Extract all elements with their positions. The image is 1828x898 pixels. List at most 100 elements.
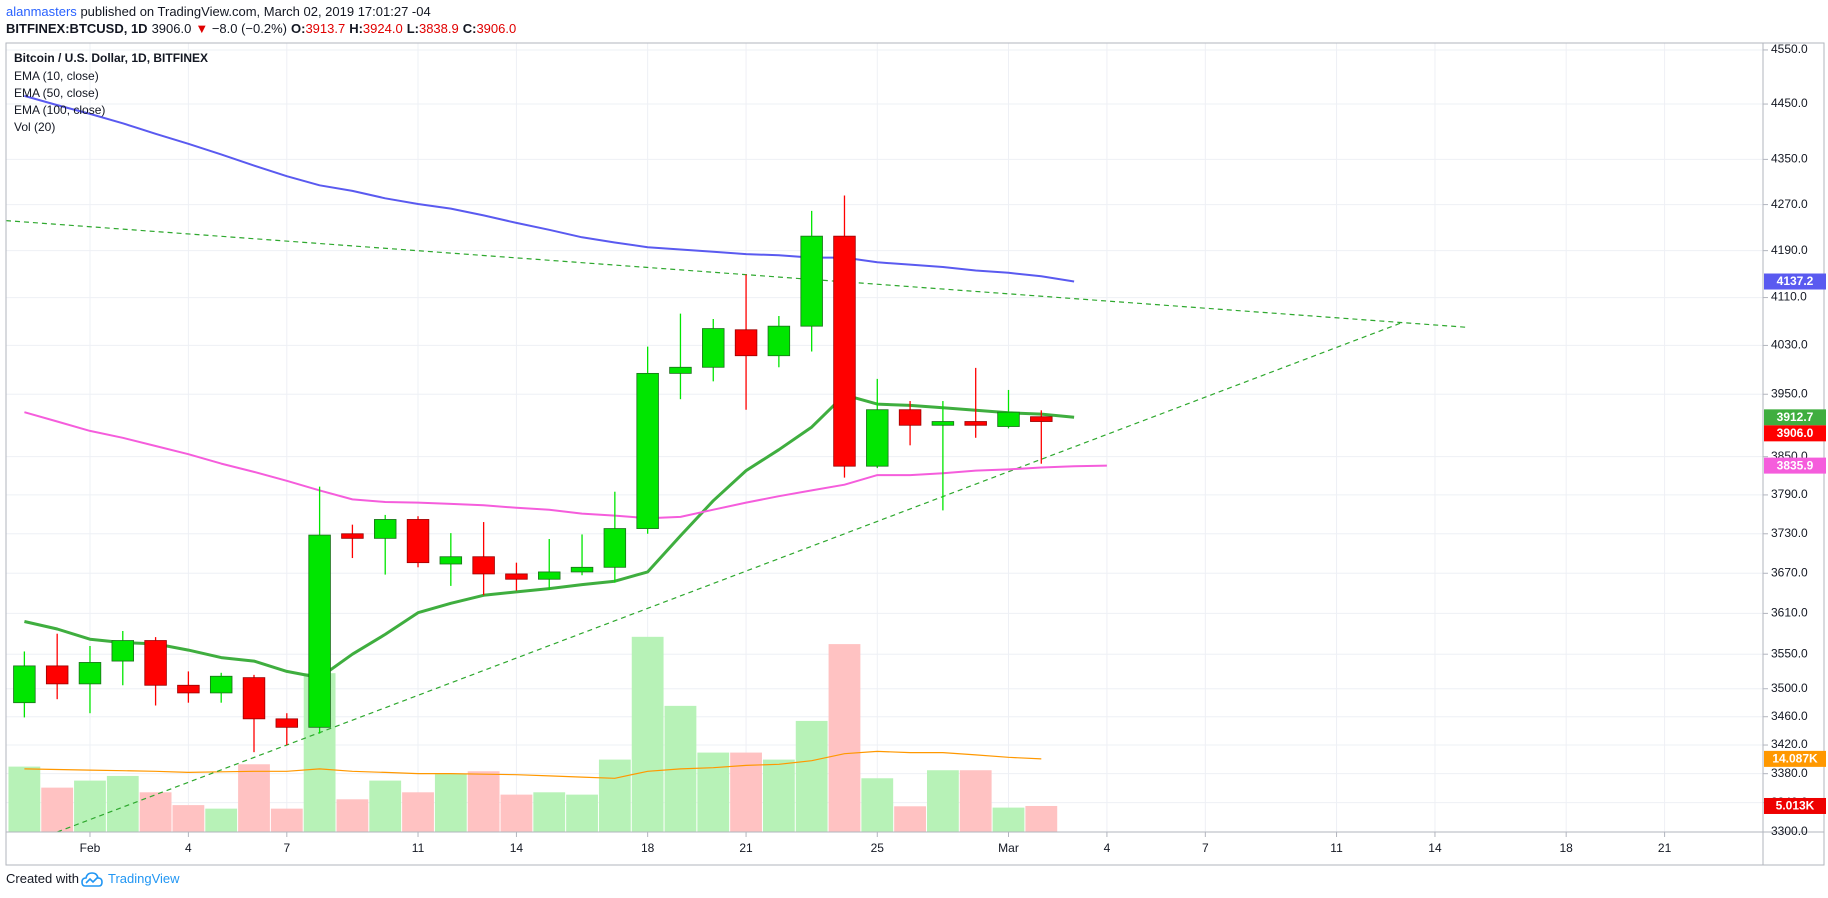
- close-value: 3906.0: [476, 21, 517, 36]
- y-tick-label: 3460.0: [1771, 709, 1808, 723]
- x-tick-label: 7: [283, 841, 290, 855]
- volume-bar: [106, 775, 139, 832]
- candle-body: [800, 235, 823, 327]
- candle-body: [997, 411, 1020, 427]
- volume-bar: [172, 805, 205, 832]
- volume-bar: [205, 808, 238, 832]
- candle-body: [45, 665, 69, 685]
- y-tick-label: 3950.0: [1771, 386, 1808, 400]
- legend: Bitcoin / U.S. Dollar, 1D, BITFINEX EMA …: [14, 51, 208, 134]
- change-arrow: ▼: [195, 21, 209, 36]
- price-label: 4137.2: [1777, 274, 1814, 288]
- x-tick-label: 4: [185, 841, 192, 855]
- open-label: O:: [290, 21, 306, 36]
- header-quote: BITFINEX:BTCUSD, 1D 3906.0 ▼ −8.0 (−0.2%) O…: [6, 21, 520, 36]
- candle-body: [275, 718, 299, 728]
- y-tick-label: 4350.0: [1771, 152, 1808, 166]
- trendline: [56, 322, 1403, 832]
- open-value: 3913.7: [305, 21, 346, 36]
- x-tick-label: 11: [1330, 841, 1343, 855]
- volume-bar: [434, 773, 467, 832]
- volume-bar: [762, 759, 795, 832]
- price-label-box: [1764, 273, 1826, 290]
- volume-bar: [533, 792, 566, 832]
- candle-body: [341, 533, 364, 539]
- volume-bar: [8, 766, 41, 832]
- low-value: 3838.9: [418, 21, 459, 36]
- x-tick-label: 25: [871, 841, 885, 855]
- brand[interactable]: TradingView: [107, 871, 180, 886]
- volume-bar: [795, 720, 828, 832]
- candle-body: [866, 409, 889, 467]
- y-tick-label: 3670.0: [1771, 565, 1808, 579]
- price-label-box: [1764, 750, 1826, 767]
- y-tick-label: 3610.0: [1771, 606, 1808, 620]
- candle-body: [570, 566, 594, 573]
- created-with: Created with: [6, 871, 79, 886]
- y-tick-label: 3300.0: [1771, 824, 1808, 838]
- author: alanmasters: [6, 4, 77, 19]
- x-tick-label: 4: [1104, 841, 1111, 855]
- y-tick-label: 3730.0: [1771, 526, 1808, 540]
- high-value: 3924.0: [362, 21, 403, 36]
- y-tick-label: 4190.0: [1771, 243, 1808, 257]
- price-label: 3912.7: [1777, 410, 1814, 424]
- y-tick-label: 4030.0: [1771, 338, 1808, 352]
- volume-bar: [238, 764, 270, 832]
- candle-body: [964, 421, 987, 426]
- candle-body: [538, 571, 561, 580]
- volume-bar: [926, 770, 959, 832]
- candle-body: [767, 325, 791, 357]
- candle-body: [144, 640, 167, 686]
- x-tick-label: Feb: [80, 841, 101, 855]
- candle-body: [111, 640, 135, 662]
- candle-body: [406, 519, 430, 564]
- candle-body: [308, 534, 331, 728]
- candle-body: [833, 235, 856, 467]
- y-tick-label: 3500.0: [1771, 681, 1808, 695]
- legend-entry: Vol (20): [14, 120, 55, 134]
- y-tick-label: 3550.0: [1771, 646, 1808, 660]
- price-label-box: [1764, 797, 1826, 814]
- x-tick-label: 18: [1559, 841, 1573, 855]
- close-label: C:: [462, 21, 477, 36]
- candle-body: [209, 675, 233, 694]
- candle-body: [505, 573, 528, 580]
- volume-bar: [336, 799, 369, 832]
- volume-bar: [992, 807, 1025, 832]
- last-price: 3906.0: [151, 21, 192, 36]
- candle-body: [1030, 416, 1053, 422]
- candle-body: [734, 329, 758, 357]
- chart-border: [5, 42, 1825, 866]
- x-tick-label: 21: [739, 841, 753, 855]
- legend-entry: EMA (100, close): [14, 103, 105, 117]
- legend-entry: EMA (10, close): [14, 69, 99, 83]
- x-tick-label: 7: [1202, 841, 1209, 855]
- volume-bar: [139, 792, 172, 832]
- volume-bar: [402, 792, 434, 832]
- price-labels: 4137.2 3912.7 3906.0 3835.9 14.087K 5.013K: [1764, 273, 1826, 814]
- volume-bar: [74, 780, 106, 832]
- candle-body: [669, 366, 692, 374]
- candle-body: [702, 328, 725, 368]
- y-tick-label: 4270.0: [1771, 197, 1808, 211]
- ema-line: [24, 411, 1107, 520]
- volume-bar: [828, 644, 861, 832]
- candle-body: [78, 662, 102, 685]
- price-label: 14.087K: [1772, 752, 1818, 766]
- header-line: alanmasters published on TradingView.com…: [6, 4, 435, 19]
- price-label-box: [1764, 409, 1826, 426]
- x-tick-label: Mar: [998, 841, 1019, 855]
- volume-bar: [598, 759, 631, 832]
- volume-bar: [41, 787, 74, 832]
- volume-bar: [369, 780, 402, 832]
- published: published on TradingView.com, March 02, …: [80, 4, 431, 19]
- volume-ma-line: [24, 750, 1042, 779]
- candle-body: [472, 556, 495, 575]
- grid: [6, 43, 1763, 833]
- volume-bar: [894, 806, 926, 832]
- y-tick-label: 3380.0: [1771, 766, 1808, 780]
- candle-body: [603, 528, 627, 568]
- volume-bar: [467, 771, 500, 832]
- symbol: BITFINEX:BTCUSD, 1D: [6, 21, 148, 36]
